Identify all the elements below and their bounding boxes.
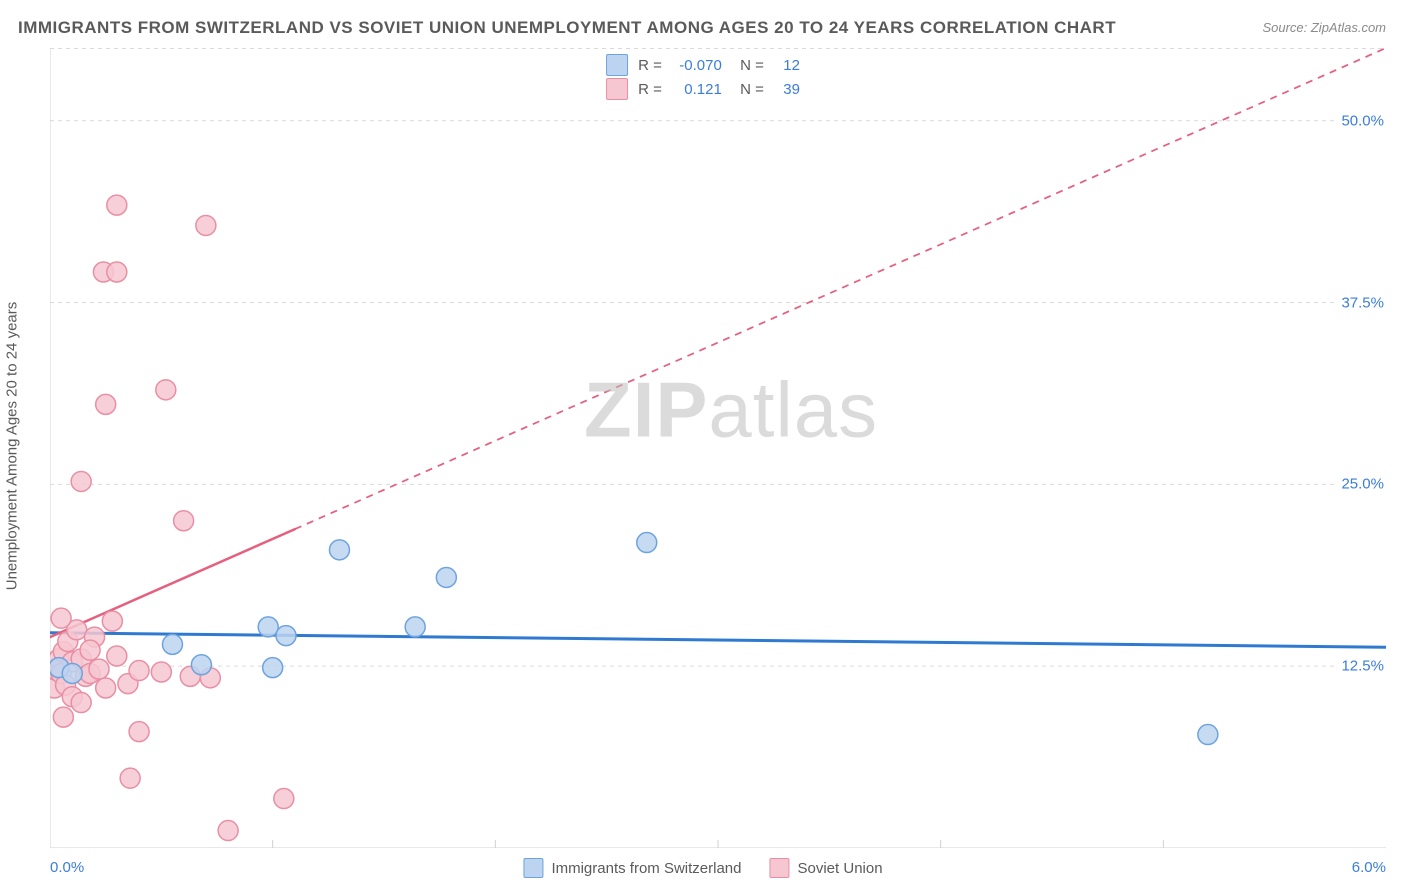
- legend-item-switzerland: Immigrants from Switzerland: [523, 858, 741, 878]
- swatch-icon: [523, 858, 543, 878]
- y-axis-tick: 37.5%: [1337, 294, 1388, 311]
- stats-row-switzerland: R = -0.070 N = 12: [606, 54, 800, 76]
- correlation-chart: IMMIGRANTS FROM SWITZERLAND VS SOVIET UN…: [0, 0, 1406, 892]
- plot-area: 12.5% 25.0% 37.5% 50.0%: [50, 48, 1386, 848]
- swatch-icon: [606, 54, 628, 76]
- series-legend: Immigrants from Switzerland Soviet Union: [523, 858, 882, 878]
- swatch-icon: [606, 78, 628, 100]
- y-axis-tick: 50.0%: [1337, 112, 1388, 129]
- y-axis-tick: 12.5%: [1337, 658, 1388, 675]
- y-axis-label: Unemployment Among Ages 20 to 24 years: [4, 302, 21, 591]
- x-axis-tick-min: 0.0%: [50, 859, 84, 876]
- chart-title: IMMIGRANTS FROM SWITZERLAND VS SOVIET UN…: [18, 18, 1116, 38]
- source-attribution: Source: ZipAtlas.com: [1262, 20, 1386, 35]
- stats-legend: R = -0.070 N = 12 R = 0.121 N = 39: [606, 52, 800, 102]
- x-axis-tick-max: 6.0%: [1352, 859, 1386, 876]
- scatter-svg: [50, 48, 1386, 848]
- swatch-icon: [770, 858, 790, 878]
- legend-item-soviet: Soviet Union: [770, 858, 883, 878]
- stats-row-soviet: R = 0.121 N = 39: [606, 78, 800, 100]
- y-axis-tick: 25.0%: [1337, 476, 1388, 493]
